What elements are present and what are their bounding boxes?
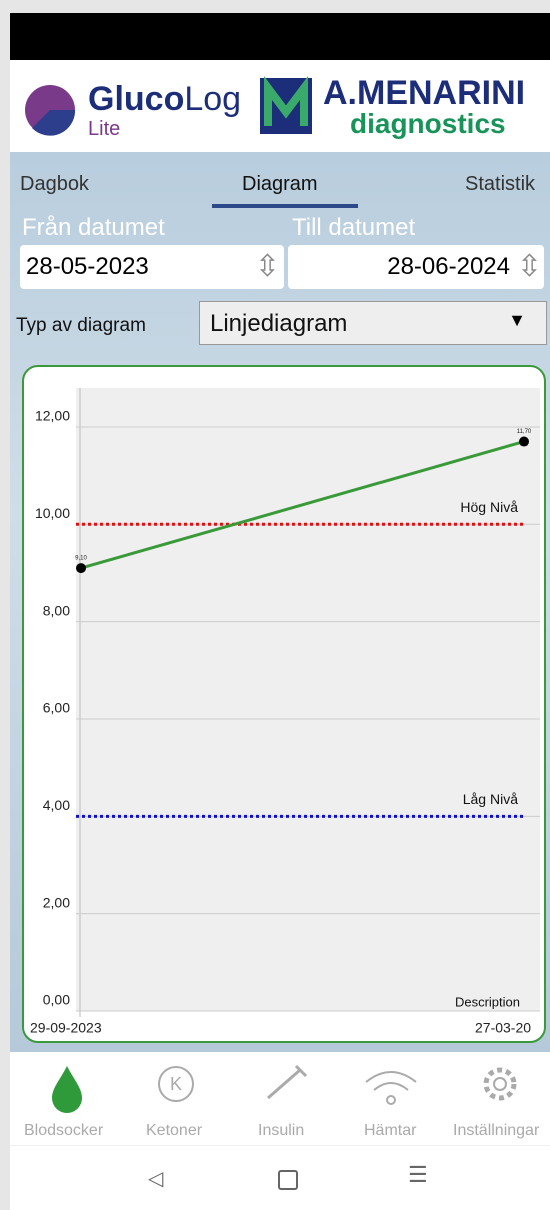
nav-item[interactable]: Inställningar: [453, 1122, 540, 1139]
spinner[interactable]: ⇳: [516, 250, 542, 283]
description: Description: [455, 994, 520, 1009]
from-date: 28-05-2023: [26, 253, 149, 280]
system-nav: ◁ ☰: [10, 1145, 550, 1210]
from-input[interactable]: 28-05-2023 ⇳: [20, 245, 284, 289]
tab[interactable]: Statistik: [465, 173, 536, 195]
data-point: [76, 563, 86, 574]
menu-button[interactable]: ☰: [408, 1162, 428, 1187]
to-date: 28-06-2024: [387, 253, 510, 280]
y-tick-label: 6,00: [43, 700, 70, 716]
value-label: 11,70: [517, 429, 532, 435]
data-point: [519, 436, 529, 447]
nav-item[interactable]: Insulin: [258, 1122, 305, 1139]
bottom-nav: [10, 1052, 550, 1145]
spinner[interactable]: ⇳: [254, 250, 280, 283]
nav-item[interactable]: Ketoner: [146, 1122, 203, 1139]
y-tick-label: 12,00: [35, 408, 70, 424]
edition: Lite: [88, 118, 121, 140]
y-tick-label: 10,00: [35, 505, 70, 521]
reference-label: Låg Nivå: [463, 791, 518, 807]
status-bar: [10, 13, 550, 60]
from-label: Från datumet: [22, 214, 165, 241]
reference-label: Hög Nivå: [460, 499, 518, 515]
nav-item[interactable]: Hämtar: [364, 1122, 417, 1139]
to-input[interactable]: 28-06-2024 ⇳: [288, 245, 544, 289]
home-button[interactable]: [278, 1170, 298, 1190]
header: GlucoLog Lite A.MENARINI diagnostics: [10, 60, 550, 152]
brand-light: Log: [184, 80, 242, 118]
y-tick-label: 4,00: [43, 797, 70, 813]
x-tick-label: 29-09-2023: [30, 1020, 102, 1036]
svg-text:K: K: [170, 1074, 182, 1094]
tab[interactable]: Dagbok: [20, 173, 89, 195]
x-tick-label: 27-03-20: [475, 1020, 531, 1036]
value-label: 9,10: [75, 556, 87, 562]
back-button[interactable]: ◁: [148, 1168, 164, 1190]
type-label: Typ av diagram: [16, 315, 146, 336]
brand-bold: Gluco: [88, 80, 185, 118]
nav-item[interactable]: Blodsocker: [24, 1122, 104, 1139]
type-dropdown[interactable]: Linjediagram ▼: [199, 301, 547, 345]
to-label: Till datumet: [292, 214, 416, 241]
plot-area: [76, 388, 540, 1011]
tab-active[interactable]: Diagram: [242, 173, 318, 195]
menarini-logo: [260, 76, 312, 134]
tab-indicator: [212, 204, 358, 208]
logo-icon: [25, 85, 76, 136]
nav-icons: K: [52, 1064, 517, 1113]
type-value: Linjediagram: [210, 310, 348, 337]
y-tick-label: 0,00: [43, 992, 70, 1008]
y-tick-label: 2,00: [43, 894, 70, 910]
dropdown-arrow: ▼: [508, 310, 526, 330]
y-tick-label: 8,00: [43, 602, 70, 618]
data-line: [80, 440, 525, 570]
partner-sub: diagnostics: [350, 108, 506, 139]
partner: A.MENARINI: [323, 74, 526, 112]
